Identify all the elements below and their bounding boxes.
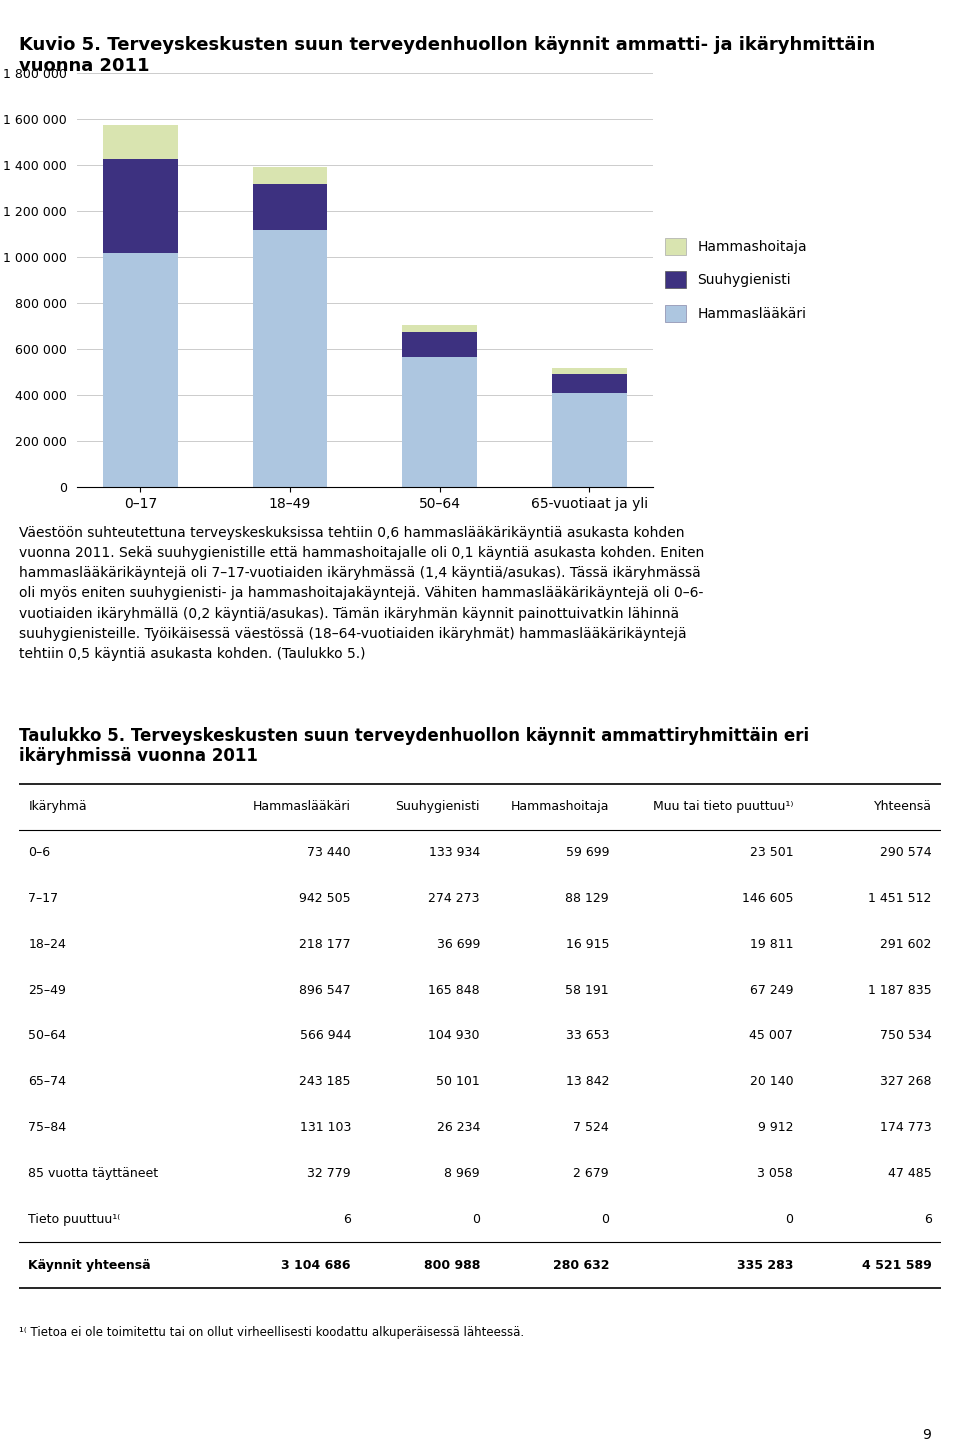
Text: Käynnit yhteensä: Käynnit yhteensä — [29, 1259, 151, 1272]
Text: 174 773: 174 773 — [880, 1121, 931, 1134]
Bar — [552, 394, 627, 487]
Bar — [402, 324, 477, 333]
Text: Suuhygienisti: Suuhygienisti — [396, 800, 480, 813]
Text: 9 912: 9 912 — [757, 1121, 793, 1134]
Legend: Hammashoitaja, Suuhygienisti, Hammaslääkäri: Hammashoitaja, Suuhygienisti, Hammaslääk… — [660, 233, 812, 327]
Text: 104 930: 104 930 — [428, 1029, 480, 1043]
Text: vuonna 2011: vuonna 2011 — [19, 57, 150, 74]
Text: 3 104 686: 3 104 686 — [281, 1259, 351, 1272]
Text: 18–24: 18–24 — [29, 938, 66, 951]
Text: Kuvio 5. Terveyskeskusten suun terveydenhuollon käynnit ammatti- ja ikäryhmittäi: Kuvio 5. Terveyskeskusten suun terveyden… — [19, 36, 876, 54]
Text: 1 187 835: 1 187 835 — [868, 984, 931, 996]
Text: 1 451 512: 1 451 512 — [868, 893, 931, 904]
Text: 26 234: 26 234 — [437, 1121, 480, 1134]
Text: 7–17: 7–17 — [29, 893, 59, 904]
Text: 335 283: 335 283 — [737, 1259, 793, 1272]
Text: Ikäryhmä: Ikäryhmä — [29, 800, 87, 813]
Text: Yhteensä: Yhteensä — [874, 800, 931, 813]
Text: 896 547: 896 547 — [300, 984, 351, 996]
Text: 33 653: 33 653 — [565, 1029, 609, 1043]
Text: 3 058: 3 058 — [757, 1168, 793, 1179]
Bar — [252, 167, 327, 183]
Text: ¹⁽ Tietoa ei ole toimitettu tai on ollut virheellisesti koodattu alkuperäisessä : ¹⁽ Tietoa ei ole toimitettu tai on ollut… — [19, 1326, 524, 1339]
Text: 47 485: 47 485 — [888, 1168, 931, 1179]
Text: 0: 0 — [472, 1213, 480, 1226]
Text: 4 521 589: 4 521 589 — [862, 1259, 931, 1272]
Text: 2 679: 2 679 — [573, 1168, 609, 1179]
Text: 32 779: 32 779 — [307, 1168, 351, 1179]
Text: 0: 0 — [785, 1213, 793, 1226]
Text: 6: 6 — [924, 1213, 931, 1226]
Text: ikäryhmissä vuonna 2011: ikäryhmissä vuonna 2011 — [19, 747, 258, 765]
Text: 65–74: 65–74 — [29, 1076, 66, 1088]
Bar — [252, 183, 327, 231]
Bar — [103, 125, 178, 160]
Text: 290 574: 290 574 — [880, 846, 931, 859]
Text: 0–6: 0–6 — [29, 846, 51, 859]
Text: 280 632: 280 632 — [553, 1259, 609, 1272]
Text: Väestöön suhteutettuna terveyskeskuksissa tehtiin 0,6 hammaslääkärikäyntiä asuka: Väestöön suhteutettuna terveyskeskuksiss… — [19, 526, 705, 660]
Text: 45 007: 45 007 — [750, 1029, 793, 1043]
Text: 6: 6 — [343, 1213, 351, 1226]
Text: 942 505: 942 505 — [300, 893, 351, 904]
Bar — [103, 253, 178, 487]
Text: Hammashoitaja: Hammashoitaja — [511, 800, 609, 813]
Text: 750 534: 750 534 — [879, 1029, 931, 1043]
Text: 16 915: 16 915 — [565, 938, 609, 951]
Text: 0: 0 — [601, 1213, 609, 1226]
Text: 131 103: 131 103 — [300, 1121, 351, 1134]
Bar — [252, 231, 327, 487]
Bar — [402, 356, 477, 487]
Text: 8 969: 8 969 — [444, 1168, 480, 1179]
Text: 165 848: 165 848 — [428, 984, 480, 996]
Text: 36 699: 36 699 — [437, 938, 480, 951]
Text: 566 944: 566 944 — [300, 1029, 351, 1043]
Text: Taulukko 5. Terveyskeskusten suun terveydenhuollon käynnit ammattiryhmittäin eri: Taulukko 5. Terveyskeskusten suun tervey… — [19, 727, 809, 744]
Text: 800 988: 800 988 — [423, 1259, 480, 1272]
Text: 75–84: 75–84 — [29, 1121, 66, 1134]
Text: 327 268: 327 268 — [880, 1076, 931, 1088]
Bar — [402, 333, 477, 356]
Text: 20 140: 20 140 — [750, 1076, 793, 1088]
Text: 50–64: 50–64 — [29, 1029, 66, 1043]
Text: 59 699: 59 699 — [565, 846, 609, 859]
Text: 25–49: 25–49 — [29, 984, 66, 996]
Text: Hammaslääkäri: Hammaslääkäri — [253, 800, 351, 813]
Text: 243 185: 243 185 — [300, 1076, 351, 1088]
Text: Muu tai tieto puuttuu¹⁾: Muu tai tieto puuttuu¹⁾ — [653, 800, 793, 813]
Bar — [552, 374, 627, 394]
Text: 133 934: 133 934 — [429, 846, 480, 859]
Text: 67 249: 67 249 — [750, 984, 793, 996]
Text: 73 440: 73 440 — [307, 846, 351, 859]
Bar — [552, 368, 627, 374]
Text: 9: 9 — [923, 1428, 931, 1442]
Text: 23 501: 23 501 — [750, 846, 793, 859]
Text: 291 602: 291 602 — [880, 938, 931, 951]
Text: 19 811: 19 811 — [750, 938, 793, 951]
Text: 218 177: 218 177 — [300, 938, 351, 951]
Text: 7 524: 7 524 — [573, 1121, 609, 1134]
Text: 13 842: 13 842 — [565, 1076, 609, 1088]
Text: 50 101: 50 101 — [436, 1076, 480, 1088]
Text: 58 191: 58 191 — [565, 984, 609, 996]
Text: 274 273: 274 273 — [428, 893, 480, 904]
Bar — [103, 160, 178, 253]
Text: 85 vuotta täyttäneet: 85 vuotta täyttäneet — [29, 1168, 158, 1179]
Text: 146 605: 146 605 — [742, 893, 793, 904]
Text: Tieto puuttuu¹⁽: Tieto puuttuu¹⁽ — [29, 1213, 121, 1226]
Text: 88 129: 88 129 — [565, 893, 609, 904]
